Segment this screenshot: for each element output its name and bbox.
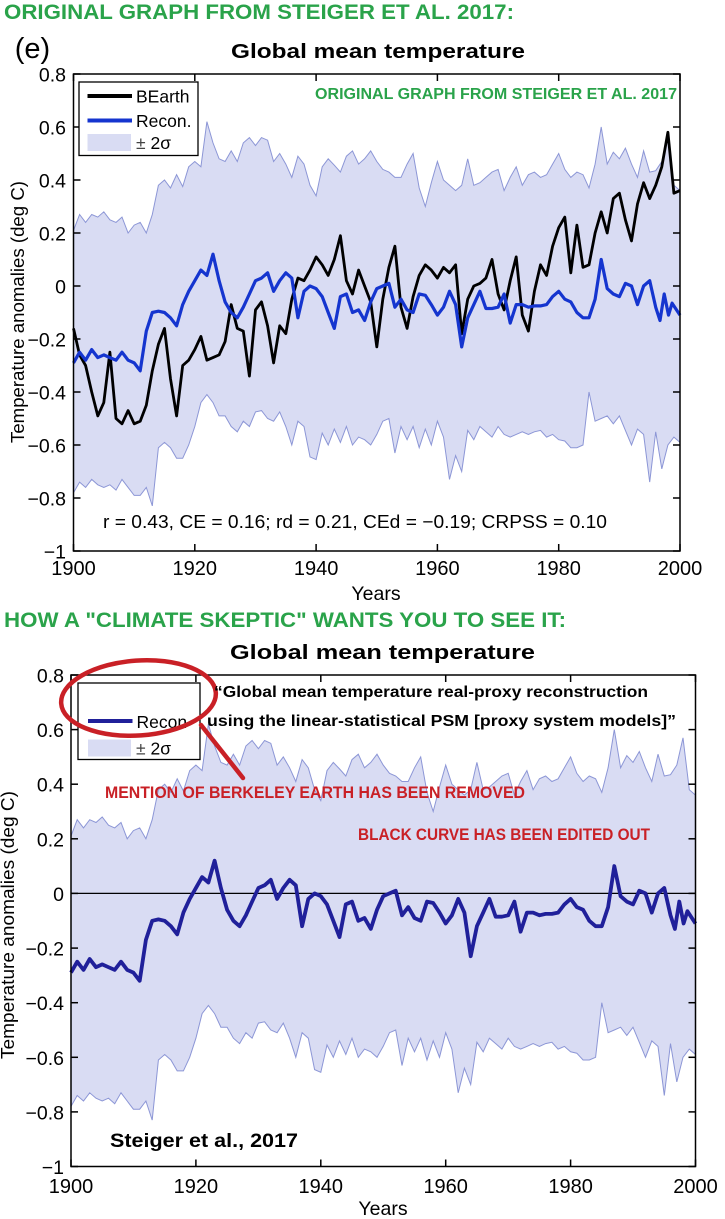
svg-text:Temperature anomalies (deg C): Temperature anomalies (deg C) xyxy=(7,181,28,443)
svg-text:1940: 1940 xyxy=(294,558,339,580)
svg-text:0: 0 xyxy=(53,884,64,906)
svg-text:−1: −1 xyxy=(42,1157,64,1179)
svg-text:± 2σ: ± 2σ xyxy=(136,739,171,759)
svg-text:ORIGINAL GRAPH FROM STEIGER ET: ORIGINAL GRAPH FROM STEIGER ET AL. 2017 xyxy=(315,86,677,103)
svg-text:r = 0.43, CE = 0.16; rd = 0.21: r = 0.43, CE = 0.16; rd = 0.21, CEd = −0… xyxy=(103,511,607,532)
svg-text:0.2: 0.2 xyxy=(39,224,66,246)
svg-text:0.8: 0.8 xyxy=(39,65,66,87)
svg-text:2000: 2000 xyxy=(658,558,703,580)
svg-text:−0.8: −0.8 xyxy=(26,1102,65,1124)
svg-text:BLACK CURVE HAS BEEN EDITED OU: BLACK CURVE HAS BEEN EDITED OUT xyxy=(358,825,651,844)
svg-text:0: 0 xyxy=(55,277,66,299)
svg-text:Recon: Recon xyxy=(137,712,188,732)
svg-text:2000: 2000 xyxy=(673,1176,718,1198)
svg-text:−0.4: −0.4 xyxy=(26,993,65,1015)
svg-text:−0.4: −0.4 xyxy=(28,383,67,405)
svg-text:± 2σ: ± 2σ xyxy=(136,133,171,153)
svg-text:−0.6: −0.6 xyxy=(28,436,67,458)
svg-text:1920: 1920 xyxy=(173,558,218,580)
svg-text:−0.2: −0.2 xyxy=(26,939,65,961)
svg-text:Recon.: Recon. xyxy=(136,111,191,131)
svg-text:Years: Years xyxy=(351,583,400,605)
svg-text:“Global mean temperature real-: “Global mean temperature real-proxy reco… xyxy=(214,684,648,701)
svg-text:Global mean temperature: Global mean temperature xyxy=(231,40,525,63)
svg-text:−1: −1 xyxy=(44,542,66,564)
svg-text:0.6: 0.6 xyxy=(39,118,66,140)
svg-text:0.2: 0.2 xyxy=(37,829,64,851)
svg-text:0.8: 0.8 xyxy=(37,666,64,688)
svg-text:1920: 1920 xyxy=(174,1176,219,1198)
svg-text:Temperature anomalies (deg C): Temperature anomalies (deg C) xyxy=(0,791,18,1059)
svg-text:0.4: 0.4 xyxy=(39,171,66,193)
svg-text:−0.8: −0.8 xyxy=(28,489,67,511)
svg-text:−0.2: −0.2 xyxy=(28,330,67,352)
svg-text:HOW A "CLIMATE SKEPTIC" WANTS: HOW A "CLIMATE SKEPTIC" WANTS YOU TO SEE… xyxy=(4,609,566,632)
svg-text:using the linear-statistical P: using the linear-statistical PSM [proxy … xyxy=(207,713,676,730)
svg-text:1960: 1960 xyxy=(415,558,460,580)
svg-text:0.4: 0.4 xyxy=(37,775,64,797)
svg-text:−0.6: −0.6 xyxy=(26,1048,65,1070)
svg-text:1900: 1900 xyxy=(51,558,96,580)
svg-text:Steiger et al., 2017: Steiger et al., 2017 xyxy=(110,1130,298,1152)
svg-text:1940: 1940 xyxy=(299,1176,344,1198)
svg-text:1960: 1960 xyxy=(423,1176,468,1198)
svg-text:1980: 1980 xyxy=(536,558,581,580)
svg-text:Global mean temperature: Global mean temperature xyxy=(230,641,535,664)
svg-text:MENTION OF BERKELEY EARTH HAS: MENTION OF BERKELEY EARTH HAS BEEN REMOV… xyxy=(105,783,525,802)
svg-text:1900: 1900 xyxy=(49,1176,94,1198)
svg-text:Years: Years xyxy=(358,1198,407,1219)
svg-text:BEarth: BEarth xyxy=(136,87,190,107)
svg-text:1980: 1980 xyxy=(548,1176,593,1198)
svg-text:ORIGINAL GRAPH FROM STEIGER ET: ORIGINAL GRAPH FROM STEIGER ET AL. 2017: xyxy=(4,1,514,24)
svg-text:(e): (e) xyxy=(15,33,50,65)
svg-text:0.6: 0.6 xyxy=(37,720,64,742)
